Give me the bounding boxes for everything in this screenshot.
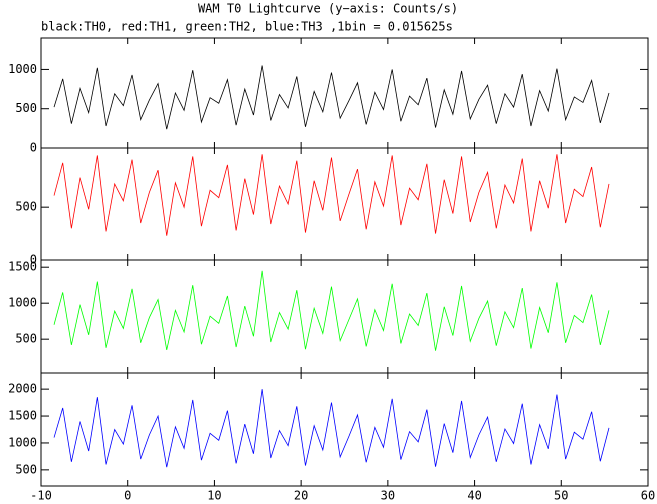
y-tick-label: 500	[15, 101, 37, 115]
y-tick-label: 0	[30, 253, 37, 267]
y-tick-label: 500	[15, 332, 37, 346]
panel-frame	[40, 37, 649, 149]
y-tick-label: 500	[15, 462, 37, 476]
y-tick-label: 1000	[8, 62, 37, 76]
panel-frame	[40, 372, 649, 487]
y-tick-label: 1000	[8, 435, 37, 449]
y-tick-label: 500	[15, 200, 37, 214]
light-curve	[53, 389, 610, 468]
chart-title: WAM T0 Lightcurve (y−axis: Counts/s)	[198, 2, 458, 16]
x-tick-label: 10	[207, 489, 221, 503]
x-tick-label: 20	[294, 489, 308, 503]
chart-subtitle: black:TH0, red:TH1, green:TH2, blue:TH3 …	[41, 20, 453, 34]
x-tick-label: 50	[554, 489, 568, 503]
x-tick-label: 0	[124, 489, 131, 503]
y-tick-label: 1500	[8, 260, 37, 274]
panel-frame	[40, 259, 649, 374]
light-curve	[53, 65, 610, 130]
y-tick-label: 2000	[8, 382, 37, 396]
x-tick-label: 60	[641, 489, 655, 503]
x-tick-label: -10	[30, 489, 52, 503]
panel-frame	[40, 147, 649, 261]
light-curve	[53, 154, 610, 236]
y-tick-label: 1500	[8, 409, 37, 423]
light-curve	[53, 270, 610, 351]
y-tick-label: 1000	[8, 296, 37, 310]
x-tick-label: 30	[381, 489, 395, 503]
x-tick-label: 40	[467, 489, 481, 503]
y-tick-label: 0	[30, 141, 37, 155]
